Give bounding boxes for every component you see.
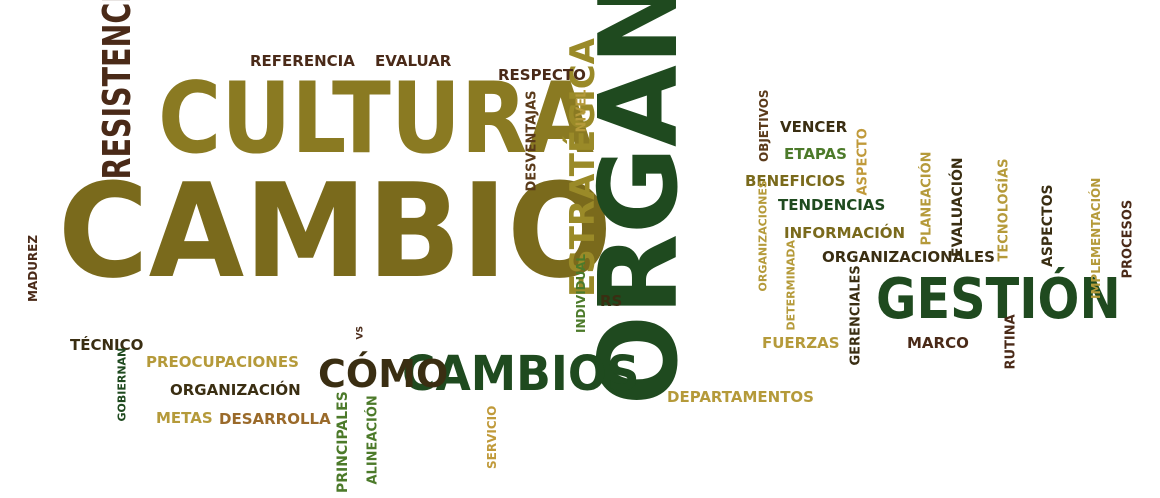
word-marco: MARCO: [907, 334, 969, 352]
word-cultura: CULTURA: [158, 62, 595, 176]
word-organizacion: ORGANIZACIÓN: [170, 381, 301, 399]
word-madurez: MADUREZ: [26, 234, 40, 302]
word-departamentos: DEPARTAMENTOS: [667, 388, 814, 406]
word-tecnologias: TECNOLOGÍAS: [996, 158, 1012, 262]
word-cambio: CAMBIO: [58, 155, 613, 307]
word-gerenciales: GERENCIALES: [848, 265, 864, 366]
word-vs: VS: [355, 326, 366, 340]
word-informacion: INFORMACIÓN: [784, 224, 906, 242]
word-nivel: NIVEL: [574, 89, 590, 133]
word-preocupaciones: PREOCUPACIONES: [146, 353, 299, 371]
word-principales: PRINCIPALES: [335, 391, 351, 493]
word-tecnico: TÉCNICO: [70, 336, 144, 354]
word-beneficios: BENEFICIOS: [745, 172, 846, 190]
word-resistencia: RESISTENCIA: [95, 0, 139, 180]
word-organizacionales: ORGANIZACIONALES: [822, 248, 995, 266]
word-servicio: SERVICIO: [485, 405, 499, 469]
word-rs: RS: [600, 292, 623, 310]
word-tendencias: TENDENCIAS: [778, 196, 886, 214]
word-vencer: VENCER: [780, 118, 848, 136]
word-rutina: RUTINA: [1003, 314, 1019, 370]
word-desventajas: DESVENTAJAS: [524, 90, 540, 192]
word-aspecto: ASPECTO: [855, 128, 871, 196]
word-gestion: GESTIÓN: [876, 267, 1121, 332]
word-alineacion: ALINEACIÓN: [365, 395, 381, 485]
word-cambios: CAMBIOS: [402, 346, 640, 402]
word-evaluacion: EVALUACIÓN: [950, 157, 966, 257]
word-evaluar: EVALUAR: [375, 52, 452, 70]
word-gobiernan: GOBIERNAN: [115, 347, 129, 422]
word-como: CÓMO: [318, 352, 449, 396]
word-aspectos: ASPECTOS: [1040, 184, 1056, 267]
word-determinada: DETERMINADA: [784, 239, 798, 331]
word-fuerzas: FUERZAS: [762, 334, 840, 352]
word-etapas: ETAPAS: [784, 145, 847, 163]
word-metas: METAS: [156, 409, 213, 427]
word-respecto: RESPECTO: [498, 66, 586, 84]
word-planeacion: PLANEACIÓN: [919, 151, 935, 246]
word-organizaciones: ORGANIZACIONES: [756, 180, 770, 292]
word-objetivos: OBJETIVOS: [757, 89, 771, 162]
word-implementacion: IMPLEMENTACIÓN: [1089, 177, 1103, 299]
word-individual: INDIVIDUAL: [574, 254, 588, 333]
word-desarrolla: DESARROLLA: [219, 410, 331, 428]
word-procesos: PROCESOS: [1120, 199, 1136, 279]
word-referencia: REFERENCIA: [250, 52, 355, 70]
